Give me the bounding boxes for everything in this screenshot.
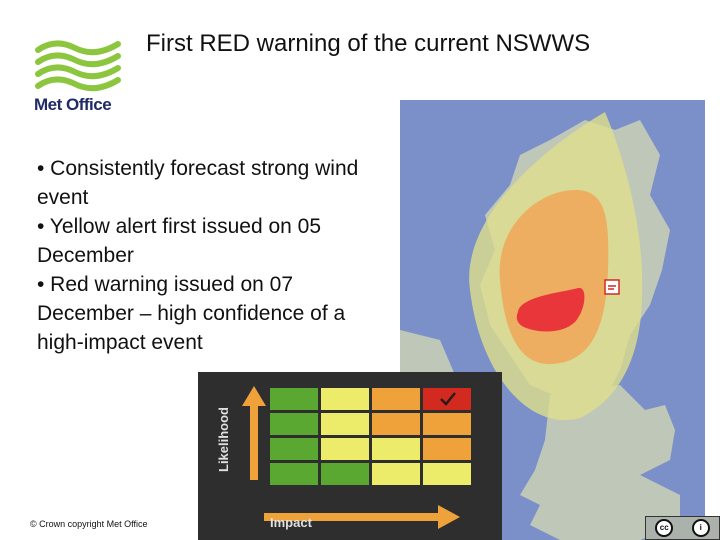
matrix-cell-green [270,463,318,485]
red-warning-area [516,287,585,332]
matrix-cell-yellow [372,438,420,460]
met-office-logo: Met Office [34,40,121,114]
matrix-cell-yellow [321,438,369,460]
matrix-cell-yellow [372,463,420,485]
matrix-cell-green [270,413,318,435]
impact-arrow [264,505,460,529]
matrix-y-label: Likelihood [216,407,231,472]
logo-waves [35,40,121,92]
logo-wave-2 [35,52,121,68]
wind-warning-icon [604,279,620,295]
matrix-cell-green [321,463,369,485]
matrix-cell-amber [372,388,420,410]
logo-wave-1 [35,40,121,56]
map-land-england [520,385,680,540]
license-badge: cc i [645,516,720,540]
matrix-cells [270,388,471,485]
matrix-cell-green [270,388,318,410]
by-icon: i [691,519,710,537]
warning-matrix: Likelihood Impact [198,372,502,540]
matrix-cell-red [423,388,471,410]
matrix-cell-yellow [321,413,369,435]
warning-map [400,100,705,540]
slide-title: First RED warning of the current NSWWS [146,30,591,57]
logo-wave-3 [35,64,121,80]
matrix-cell-green [270,438,318,460]
matrix-cell-amber [423,413,471,435]
cc-icon: cc [655,519,674,537]
bullet-item: • Yellow alert first issued on 05 Decemb… [37,215,322,267]
bullet-list: • Consistently forecast strong wind even… [37,154,382,357]
matrix-cell-yellow [321,388,369,410]
bullet-item: • Red warning issued on 07 December – hi… [37,273,346,354]
matrix-x-label: Impact [270,515,313,530]
matrix-cell-yellow [423,463,471,485]
matrix-cell-amber [372,413,420,435]
logo-wave-4 [35,76,121,92]
bullet-item: • Consistently forecast strong wind even… [37,157,359,209]
matrix-cell-amber [423,438,471,460]
logo-text: Met Office [34,95,111,114]
checkmark-icon [440,392,456,406]
copyright-text: © Crown copyright Met Office [30,519,148,529]
likelihood-arrow [242,386,266,480]
